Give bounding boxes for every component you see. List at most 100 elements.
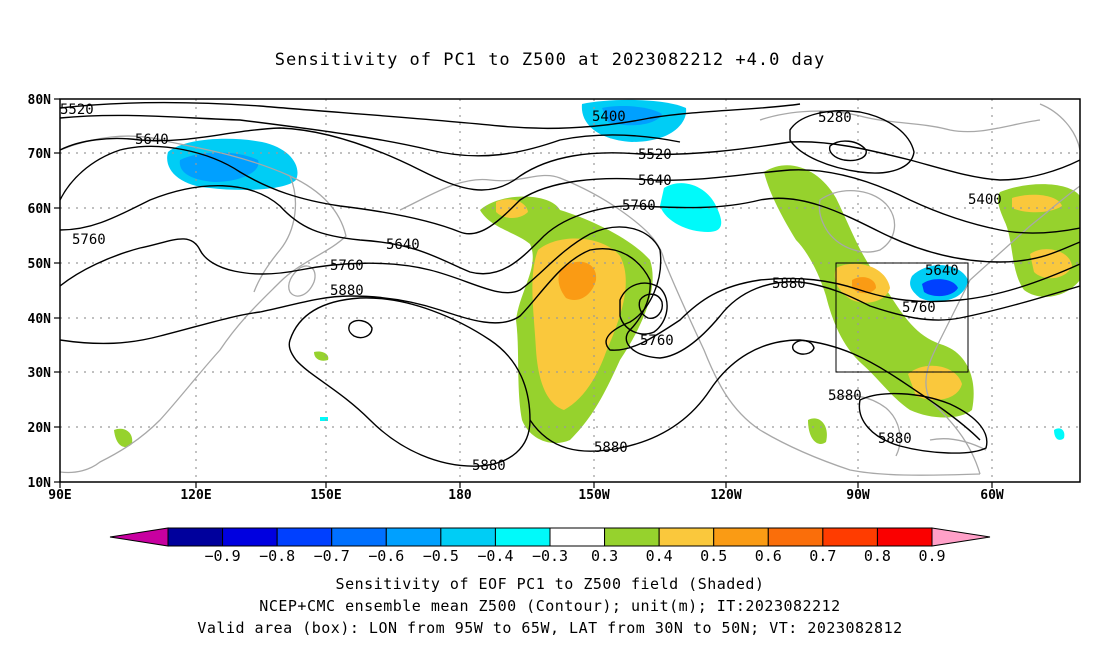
z500-contour-line bbox=[619, 282, 668, 335]
lat-label: 20N bbox=[28, 421, 52, 436]
contour-label: 5400 bbox=[968, 192, 1002, 208]
colorbar-label: −0.3 bbox=[532, 547, 568, 565]
negative-anomaly-region bbox=[602, 106, 662, 126]
colorbar-box bbox=[276, 527, 333, 547]
caption-valid-area: Valid area (box): LON from 95W to 65W, L… bbox=[197, 619, 903, 637]
positive-anomaly-region bbox=[558, 261, 597, 300]
lon-label: 120E bbox=[180, 488, 211, 503]
contour-label: 5280 bbox=[818, 110, 852, 126]
colorbar-low-extend bbox=[109, 527, 169, 547]
positive-anomaly-region bbox=[314, 351, 329, 361]
colorbar-box bbox=[331, 527, 387, 547]
contour-label: 5640 bbox=[925, 263, 959, 279]
lat-label: 80N bbox=[28, 93, 52, 108]
colorbar-box bbox=[385, 527, 442, 547]
z500-contour-line bbox=[60, 185, 1080, 275]
z500-contours bbox=[60, 101, 1080, 467]
colorbar-labels: −0.9 −0.8 −0.7 −0.6 −0.5 −0.4 −0.3 0.3 0.4 0.5 0.6… bbox=[205, 547, 946, 565]
positive-anomaly-region bbox=[908, 365, 962, 400]
colorbar-label: 0.7 bbox=[809, 547, 836, 565]
negative-anomaly-region bbox=[1054, 428, 1065, 440]
colorbar-label: −0.8 bbox=[259, 547, 295, 565]
colorbar-box bbox=[822, 527, 878, 547]
caribbean-islands-coastline bbox=[929, 438, 987, 451]
contour-label: 5880 bbox=[828, 388, 862, 404]
lon-label: 150W bbox=[578, 488, 609, 503]
colorbar-box bbox=[222, 527, 278, 547]
positive-anomaly-region bbox=[532, 238, 626, 410]
lon-label: 120W bbox=[710, 488, 741, 503]
lon-label: 150E bbox=[310, 488, 341, 503]
colorbar-label: −0.4 bbox=[477, 547, 513, 565]
longitude-labels: 90E 120E 150E 180 150W 120W 90W 60W bbox=[48, 488, 1004, 503]
colorbar-box bbox=[167, 527, 224, 547]
z500-contour-line bbox=[60, 101, 801, 130]
contour-label: 5880 bbox=[878, 431, 912, 447]
z500-contour-line bbox=[348, 319, 373, 339]
colorbar-box bbox=[549, 527, 606, 547]
contour-labels: 5520 5640 5760 5640 5760 5880 5400 5520 … bbox=[60, 102, 1002, 474]
colorbar-box bbox=[767, 527, 824, 547]
contour-label: 5640 bbox=[386, 237, 420, 253]
contour-label: 5880 bbox=[472, 458, 506, 474]
positive-anomaly-region bbox=[1012, 194, 1062, 213]
colorbar-boxes bbox=[167, 527, 933, 547]
contour-label: 5880 bbox=[594, 440, 628, 456]
contour-label: 5400 bbox=[592, 109, 626, 125]
negative-anomaly-region bbox=[179, 152, 259, 182]
alaska-coastline bbox=[399, 174, 665, 261]
lon-label: 90E bbox=[48, 488, 71, 503]
colorbar-box bbox=[494, 527, 551, 547]
arctic-islands-coastline bbox=[759, 110, 1041, 133]
colorbar-label: 0.9 bbox=[918, 547, 945, 565]
z500-contour-line bbox=[791, 339, 815, 355]
colorbar-label: 0.3 bbox=[591, 547, 618, 565]
lat-label: 40N bbox=[28, 312, 52, 327]
latitude-labels: 10N 20N 30N 40N 50N 60N 70N 80N bbox=[28, 93, 52, 491]
caption-shaded-description: Sensitivity of EOF PC1 to Z500 field (Sh… bbox=[335, 575, 765, 593]
colorbar-box bbox=[713, 527, 769, 547]
lon-label: 180 bbox=[448, 488, 472, 503]
colorbar: −0.9 −0.8 −0.7 −0.6 −0.5 −0.4 −0.3 0.3 0.4 0.5 0.6… bbox=[109, 527, 991, 565]
lat-label: 50N bbox=[28, 257, 52, 272]
positive-anomaly-region bbox=[808, 418, 827, 444]
north-america-west-coastline bbox=[663, 259, 981, 476]
contour-label: 5880 bbox=[330, 283, 364, 299]
z500-contour-line bbox=[288, 297, 531, 467]
lat-label: 70N bbox=[28, 147, 52, 162]
colorbar-box bbox=[658, 527, 715, 547]
z500-contour-line bbox=[60, 145, 1080, 235]
colorbar-high-extend bbox=[931, 527, 991, 547]
lon-label: 60W bbox=[980, 488, 1004, 503]
colorbar-label: −0.5 bbox=[423, 547, 459, 565]
colorbar-label: 0.6 bbox=[755, 547, 782, 565]
gulf-coastline bbox=[829, 395, 901, 457]
contour-label: 5880 bbox=[772, 276, 806, 292]
z500-contour-line bbox=[858, 392, 988, 454]
colorbar-label: 0.8 bbox=[864, 547, 891, 565]
contour-label: 5640 bbox=[638, 173, 672, 189]
hudson-bay-coastline bbox=[818, 189, 896, 253]
greenland-coastline bbox=[1039, 103, 1080, 151]
positive-anomaly-region bbox=[114, 428, 133, 448]
contour-label: 5760 bbox=[902, 300, 936, 316]
colorbar-label: −0.6 bbox=[368, 547, 404, 565]
japan-coastline bbox=[288, 265, 316, 297]
colorbar-box bbox=[440, 527, 496, 547]
negative-anomaly-region bbox=[922, 279, 958, 297]
map-frame bbox=[59, 98, 1081, 483]
contour-label: 5640 bbox=[135, 132, 169, 148]
contour-label: 5760 bbox=[622, 198, 656, 214]
lat-label: 10N bbox=[28, 476, 52, 491]
z500-contour-line bbox=[60, 248, 1080, 359]
contour-label: 5760 bbox=[72, 232, 106, 248]
z500-contour-line bbox=[60, 127, 1080, 191]
lon-label: 90W bbox=[846, 488, 870, 503]
colorbar-box bbox=[604, 527, 660, 547]
north-america-east-coastline bbox=[925, 185, 1080, 475]
contour-label: 5520 bbox=[638, 147, 672, 163]
contour-label: 5760 bbox=[640, 333, 674, 349]
colorbar-box bbox=[876, 527, 933, 547]
z500-contour-line bbox=[638, 293, 663, 319]
colorbar-label: 0.4 bbox=[646, 547, 673, 565]
